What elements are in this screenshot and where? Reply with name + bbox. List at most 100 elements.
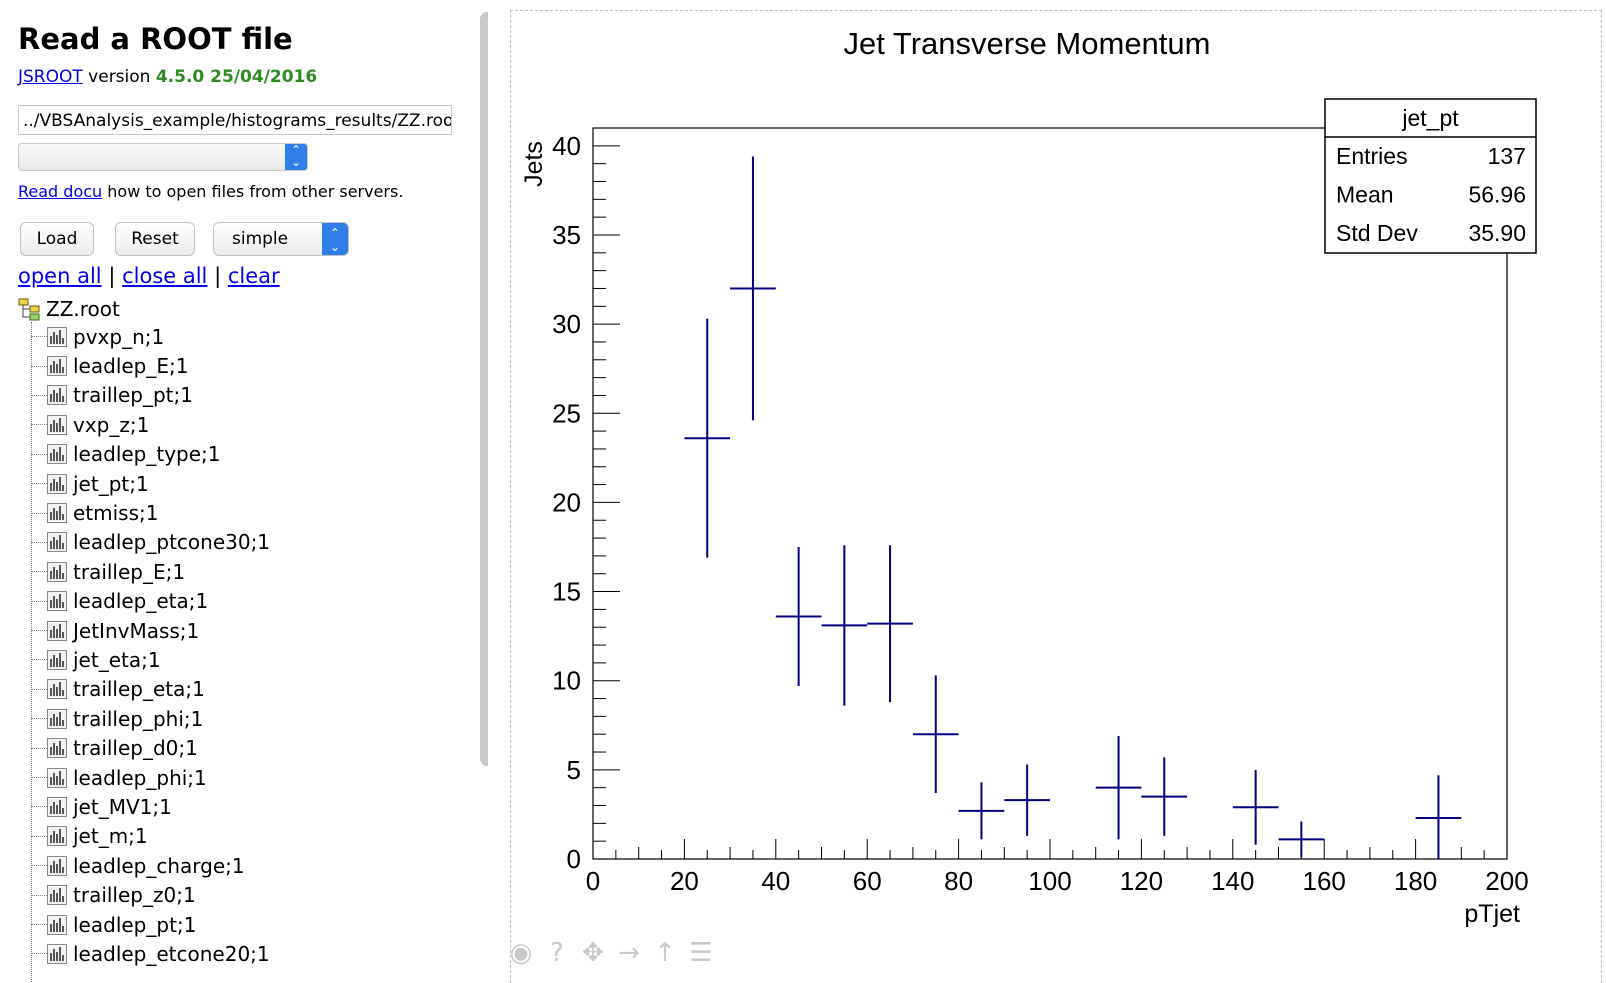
histogram-icon — [47, 885, 67, 906]
tree-item[interactable]: traillep_phi;1 — [31, 704, 270, 733]
chart-title: Jet Transverse Momentum — [844, 26, 1211, 61]
tree-item[interactable]: traillep_eta;1 — [31, 675, 270, 704]
tree-item[interactable]: traillep_pt;1 — [31, 381, 270, 410]
tree-connector — [31, 453, 47, 455]
tree-guide-line — [31, 322, 32, 982]
tree-connector — [31, 777, 47, 779]
histogram-icon — [47, 385, 67, 406]
panel-scrollbar[interactable] — [480, 12, 488, 766]
file-select-dropdown[interactable]: ⌃ ⌄ — [18, 143, 308, 171]
data-point — [1415, 775, 1462, 859]
tree-item[interactable]: traillep_z0;1 — [31, 880, 270, 909]
tree-item[interactable]: leadlep_phi;1 — [31, 763, 270, 792]
tree-connector — [31, 688, 47, 690]
tree-connector — [31, 512, 47, 514]
tree-item-label: leadlep_pt;1 — [73, 912, 197, 937]
tree-item[interactable]: JetInvMass;1 — [31, 616, 270, 645]
tree-connector — [31, 835, 47, 837]
data-point — [684, 318, 731, 558]
tree-item[interactable]: leadlep_eta;1 — [31, 587, 270, 616]
x-axis-label: pTjet — [1464, 900, 1520, 928]
tree-item[interactable]: traillep_d0;1 — [31, 733, 270, 762]
histogram-icon — [47, 679, 67, 700]
tree-connector — [31, 336, 47, 338]
dropdown-spinner-icon: ⌃ ⌄ — [285, 144, 307, 170]
arrow-right-icon[interactable]: → — [618, 938, 640, 968]
load-button[interactable]: Load — [20, 222, 94, 256]
read-docu-link[interactable]: Read docu — [18, 182, 103, 201]
histogram-icon — [47, 796, 67, 817]
stats-label: Entries — [1336, 143, 1408, 169]
tree-item-label: pvxp_n;1 — [73, 324, 165, 349]
tree-item-label: traillep_d0;1 — [73, 736, 198, 761]
tree-connector — [31, 424, 47, 426]
version-word: version — [88, 67, 151, 87]
stats-label: Std Dev — [1336, 220, 1418, 246]
tree-item-label: leadlep_ptcone30;1 — [73, 530, 271, 555]
tree-item[interactable]: jet_MV1;1 — [31, 792, 270, 821]
tree-item-label: traillep_pt;1 — [73, 383, 193, 408]
camera-icon[interactable]: ◉ — [509, 938, 533, 968]
tree-item-label: leadlep_charge;1 — [73, 853, 245, 878]
data-point — [775, 546, 822, 687]
tree-item[interactable]: leadlep_E;1 — [31, 351, 270, 380]
tree-item[interactable]: leadlep_type;1 — [31, 440, 270, 469]
x-tick-label: 140 — [1211, 866, 1254, 896]
clear-link[interactable]: clear — [227, 264, 280, 288]
x-tick-label: 20 — [670, 866, 699, 896]
help-icon[interactable]: ? — [550, 938, 564, 968]
data-point — [1232, 769, 1279, 845]
separator-1: | — [108, 264, 116, 288]
histogram-icon — [47, 326, 67, 347]
close-all-link[interactable]: close all — [122, 264, 208, 288]
histogram-icon — [47, 591, 67, 612]
y-tick-label: 10 — [552, 666, 581, 696]
tree-connector — [31, 600, 47, 602]
drawing-area-border — [510, 10, 1602, 983]
tree-item[interactable]: leadlep_charge;1 — [31, 851, 270, 880]
tree-connector — [31, 865, 47, 867]
layout-select-value: simple — [232, 229, 289, 249]
data-point — [1095, 735, 1142, 840]
tree-item-label: jet_pt;1 — [73, 471, 149, 496]
histogram-canvas[interactable]: Jet Transverse Momentum pTjet Jets 0 20 40… — [510, 10, 1570, 940]
jsroot-link[interactable]: JSROOT — [18, 67, 83, 87]
menu-icon[interactable]: ☰ — [689, 938, 713, 968]
layout-select[interactable]: simple ⌃ ⌄ — [213, 222, 349, 256]
y-tick-label: 40 — [552, 131, 581, 161]
reset-button[interactable]: Reset — [115, 222, 195, 256]
tree-item[interactable]: leadlep_ptcone30;1 — [31, 528, 270, 557]
arrow-up-icon[interactable]: ↑ — [654, 938, 676, 968]
tree-item[interactable]: traillep_E;1 — [31, 557, 270, 586]
tree-item-label: traillep_eta;1 — [73, 677, 205, 702]
stats-value: 137 — [1488, 143, 1526, 169]
tree-item[interactable]: jet_eta;1 — [31, 645, 270, 674]
tree-connector — [31, 630, 47, 632]
histogram-icon — [47, 826, 67, 847]
data-point — [912, 675, 959, 794]
open-all-link[interactable]: open all — [18, 264, 102, 288]
tree-item[interactable]: leadlep_pt;1 — [31, 910, 270, 939]
tree-connector — [31, 483, 47, 485]
x-tick-label: 80 — [944, 866, 973, 896]
tree-item[interactable]: jet_pt;1 — [31, 469, 270, 498]
file-url-input[interactable]: ../VBSAnalysis_example/histograms_result… — [18, 105, 452, 135]
histogram-icon — [47, 943, 67, 964]
stats-box[interactable]: jet_pt Entries 137 Mean 56.96 Std Dev 35.90 — [1324, 98, 1537, 254]
tree-item[interactable]: pvxp_n;1 — [31, 322, 270, 351]
version-line: JSROOT version 4.5.0 25/04/2016 — [18, 67, 317, 87]
move-icon[interactable]: ✥ — [582, 938, 604, 968]
tree-item[interactable]: leadlep_etcone20;1 — [31, 939, 270, 968]
y-tick-label: 5 — [567, 755, 581, 785]
x-tick-label: 40 — [761, 866, 790, 896]
root-file-node[interactable]: ZZ.root — [18, 297, 120, 321]
file-browser-panel: Read a ROOT file JSROOT version 4.5.0 25… — [0, 0, 488, 982]
tree-item[interactable]: etmiss;1 — [31, 498, 270, 527]
tree-item[interactable]: vxp_z;1 — [31, 410, 270, 439]
tree-item[interactable]: jet_m;1 — [31, 822, 270, 851]
tree-item-label: traillep_E;1 — [73, 559, 186, 584]
stats-box-frame — [1324, 98, 1537, 254]
histogram-icon — [47, 561, 67, 582]
tree-item-label: leadlep_type;1 — [73, 442, 221, 467]
y-axis-label: Jets — [520, 141, 548, 187]
